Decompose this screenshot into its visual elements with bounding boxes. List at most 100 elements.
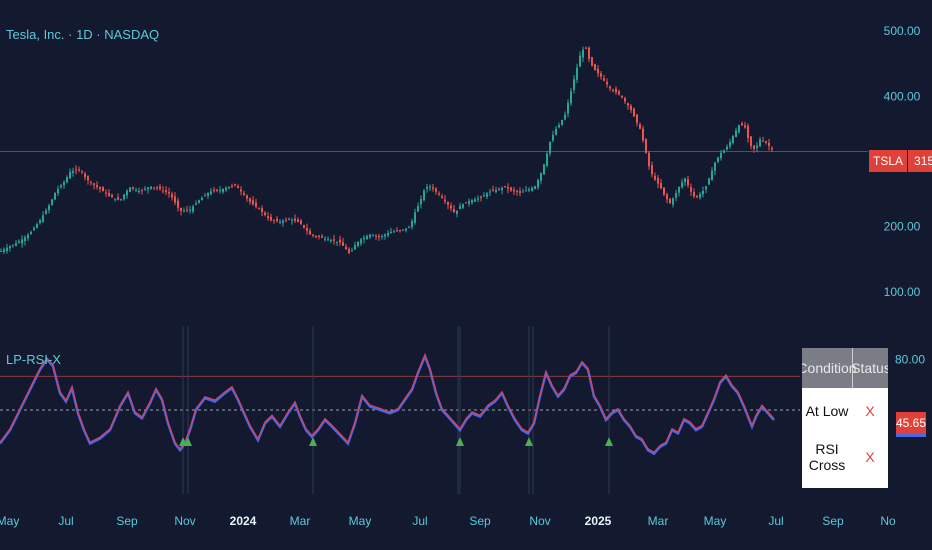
candle-body <box>570 91 572 104</box>
candle-body <box>738 125 740 133</box>
x-tick-label: Mar <box>290 514 311 528</box>
x-tick-label: Sep <box>469 514 491 528</box>
rsi-lines <box>0 352 775 456</box>
candle-body <box>6 247 8 252</box>
candle-body <box>357 241 359 246</box>
candle-body <box>198 200 200 203</box>
candle-body <box>39 220 41 224</box>
candle-body <box>12 244 14 246</box>
candle-body <box>60 185 62 188</box>
candle-body <box>723 150 725 153</box>
candle-body <box>3 249 5 252</box>
candle-body <box>393 231 395 233</box>
candle-body <box>489 191 491 193</box>
candle-body <box>132 187 134 189</box>
header-condition: Condition <box>802 348 857 388</box>
candle-body <box>729 141 731 147</box>
candle-body <box>147 187 149 190</box>
candle-body <box>285 219 287 221</box>
candle-body <box>621 95 623 98</box>
candle-body <box>114 198 116 200</box>
candle-body <box>192 206 194 212</box>
candle-body <box>771 148 773 150</box>
candle-body <box>549 141 551 154</box>
x-tick-label: Mar <box>648 514 669 528</box>
candle-body <box>528 189 530 191</box>
candle-body <box>408 227 410 229</box>
candle-body <box>543 164 545 175</box>
candle-body <box>582 49 584 58</box>
candle-body <box>744 125 746 128</box>
candle-body <box>33 228 35 231</box>
candle-body <box>714 162 716 171</box>
candle-body <box>72 171 74 173</box>
candle-body <box>525 190 527 192</box>
candle-body <box>504 186 506 188</box>
candle-body <box>492 189 494 191</box>
candle-body <box>15 243 17 246</box>
candle-body <box>564 114 566 120</box>
x-tick-label: 2024 <box>230 514 257 528</box>
candle-body <box>126 190 128 196</box>
price-tag-value: 315.35 <box>908 150 932 172</box>
candle-body <box>297 219 299 222</box>
candle-body <box>180 207 182 211</box>
price-tick-label: 500.00 <box>884 24 921 38</box>
candle-body <box>315 236 317 238</box>
candle-body <box>474 199 476 202</box>
candle-body <box>669 199 671 204</box>
x-tick-label: No <box>880 514 896 528</box>
x-tick-label: Jul <box>412 514 427 528</box>
candle-body <box>381 236 383 238</box>
candle-body <box>24 237 26 241</box>
candle-body <box>213 189 215 191</box>
indicator-label[interactable]: LP-RSI-X <box>6 352 61 367</box>
candle-body <box>684 178 686 183</box>
candle-body <box>579 55 581 67</box>
candle-body <box>615 88 617 93</box>
candle-body <box>618 91 620 95</box>
candle-body <box>654 175 656 180</box>
candle-body <box>171 193 173 198</box>
candle-body <box>693 192 695 197</box>
candle-body <box>705 186 707 190</box>
candle-body <box>534 186 536 189</box>
candle-body <box>435 188 437 192</box>
candle-body <box>516 190 518 192</box>
candle-body <box>51 199 53 205</box>
price-tick-label: 400.00 <box>884 89 921 103</box>
candle-body <box>402 229 404 231</box>
candle-body <box>762 140 764 142</box>
candle-body <box>561 120 563 126</box>
candle-body <box>108 192 110 196</box>
candle-body <box>291 219 293 221</box>
candle-body <box>399 230 401 232</box>
candle-body <box>312 234 314 236</box>
candle-body <box>267 216 269 219</box>
candle-body <box>498 188 500 190</box>
candle-body <box>225 187 227 190</box>
candle-body <box>27 234 29 239</box>
candle-body <box>519 191 521 193</box>
candle-body <box>210 191 212 195</box>
candle-body <box>537 180 539 188</box>
candle-body <box>75 169 77 171</box>
signal-marker <box>525 437 533 446</box>
rsi-line-blue <box>0 352 775 456</box>
candle-body <box>423 190 425 201</box>
signal-markers <box>179 437 613 446</box>
candle-body <box>228 186 230 189</box>
candle-body <box>276 218 278 222</box>
candle-body <box>585 47 587 49</box>
candle-body <box>606 82 608 85</box>
candle-body <box>42 215 44 222</box>
candle-body <box>522 191 524 193</box>
candle-body <box>612 89 614 91</box>
candle-body <box>426 187 428 189</box>
candle-body <box>303 224 305 228</box>
candle-body <box>735 130 737 137</box>
candle-body <box>240 189 242 192</box>
candle-body <box>87 176 89 181</box>
candle-body <box>726 146 728 150</box>
